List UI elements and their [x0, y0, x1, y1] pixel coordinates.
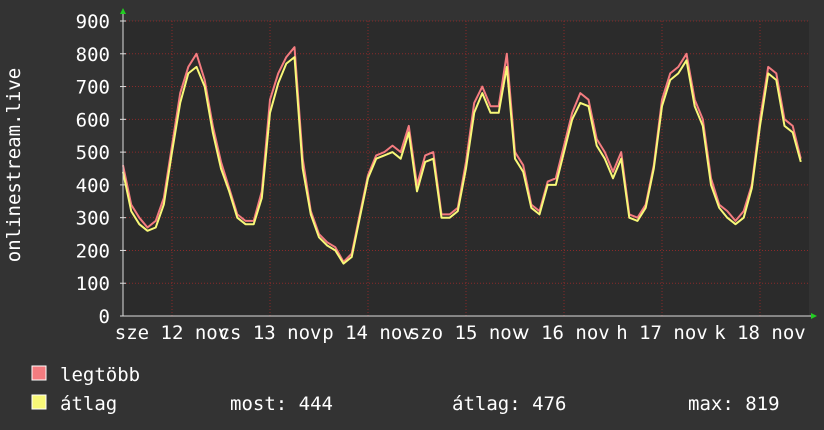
y-axis-label: onlinestream.live [3, 68, 25, 262]
stat-label: max: 819 [688, 393, 780, 415]
y-tick-label: 700 [76, 77, 110, 99]
x-tick-label: p 14 nov [322, 322, 414, 344]
legend-swatch [31, 365, 47, 381]
y-tick-label: 400 [76, 175, 110, 197]
legend-swatch [31, 394, 47, 410]
y-tick-label: 200 [76, 240, 110, 262]
x-tick-label: szo 15 nov [409, 322, 523, 344]
y-tick-label: 100 [76, 273, 110, 295]
series-line [122, 56, 802, 265]
stat-label: átlag: 476 [452, 393, 566, 415]
x-tick-label: sze 12 nov [115, 322, 229, 344]
x-tick-label: v 16 nov [518, 322, 610, 344]
legend: legtöbb átlag most: 444 átlag: 476 max: 819 [31, 364, 780, 415]
y-tick-label: 600 [76, 109, 110, 131]
lines [122, 46, 802, 265]
y-tick-label: 800 [76, 44, 110, 66]
x-tick-label: k 18 nov [714, 322, 806, 344]
stat-label: most: 444 [230, 393, 333, 415]
y-tick-label: 500 [76, 142, 110, 164]
x-tick-label: cs 13 nov [219, 322, 322, 344]
legend-label: legtöbb [60, 364, 140, 386]
x-tick-label: h 17 nov [616, 322, 708, 344]
y-tick-label: 900 [76, 11, 110, 33]
y-arrow [120, 8, 126, 14]
legend-label: átlag [60, 393, 117, 415]
y-tick-label: 0 [99, 306, 110, 328]
x-arrow [811, 313, 817, 319]
y-tick-label: 300 [76, 208, 110, 230]
